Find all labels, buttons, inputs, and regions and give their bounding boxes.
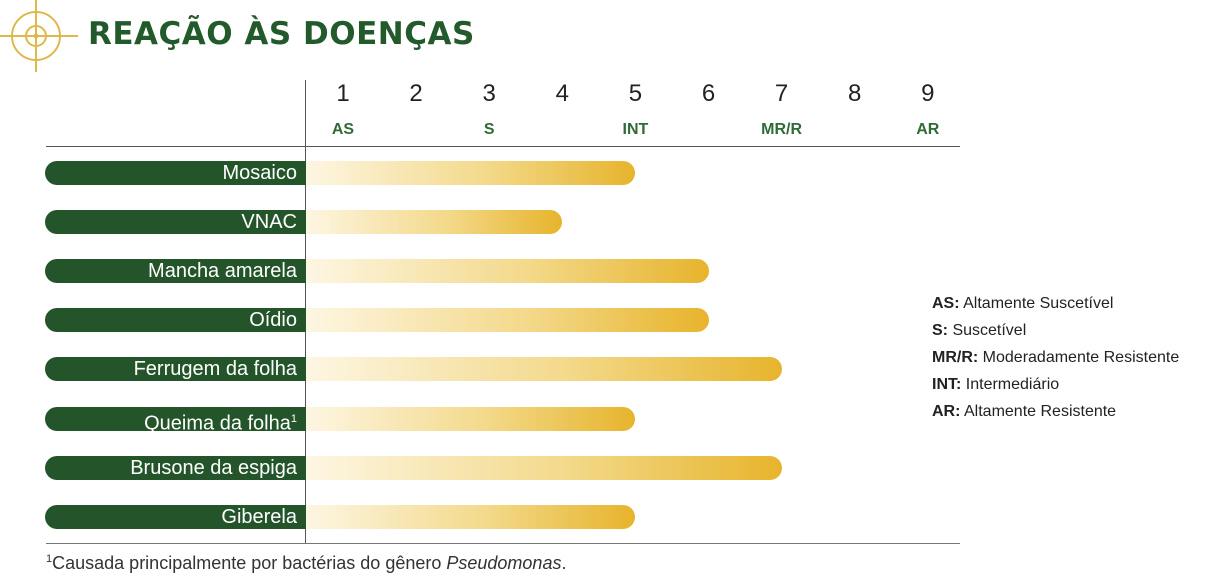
chart-title: REAÇÃO ÀS DOENÇAS: [88, 16, 475, 52]
bar-row: Mosaico: [0, 161, 1206, 185]
category-label-text: Mancha amarela: [148, 260, 297, 283]
bar-row: Giberela: [0, 504, 1206, 529]
legend-item: AS: Altamente Suscetível: [932, 290, 1179, 317]
footnote-genus: Pseudomonas: [446, 553, 562, 573]
tick-label-2: 2: [409, 80, 423, 107]
bar: [306, 259, 709, 284]
tick-label-5: 5: [628, 80, 643, 107]
tick-label-6: 6: [701, 80, 716, 107]
bar: [306, 455, 782, 480]
footnote-marker: 1: [46, 553, 53, 565]
footnote-end: .: [561, 553, 567, 573]
category-label: Oídio: [45, 308, 320, 333]
bar-row: VNAC: [0, 210, 1206, 235]
scale-category-s: S: [483, 121, 495, 138]
category-label-text: Mosaico: [222, 162, 297, 184]
tick-label-9: 9: [921, 80, 935, 107]
category-label-text: Oídio: [249, 309, 297, 332]
legend-abbr: AS:: [932, 295, 960, 312]
legend-item: S: Suscetível: [932, 317, 1179, 344]
footnote: 1Causada principalmente por bactérias do…: [46, 553, 566, 574]
bar: [306, 161, 636, 185]
category-label: Mosaico: [45, 161, 320, 185]
legend-text: Intermediário: [961, 376, 1060, 393]
bar-row: Mancha amarela: [0, 259, 1206, 284]
legend-item: MR/R: Moderadamente Resistente: [932, 344, 1179, 371]
category-label-text: VNAC: [241, 211, 297, 234]
footnote-marker: 1: [290, 412, 297, 425]
scale-category-ar: AR: [916, 121, 940, 138]
bar: [306, 406, 636, 431]
category-label: Brusone da espiga: [45, 455, 320, 480]
tick-label-3: 3: [482, 80, 496, 107]
legend-abbr: AR:: [932, 403, 961, 420]
tick-label-8: 8: [848, 80, 862, 107]
legend-abbr: INT:: [932, 376, 962, 393]
bar-row: Queima da folha1: [0, 406, 1206, 435]
bar-row: Brusone da espiga: [0, 455, 1206, 480]
legend-abbr: S:: [932, 322, 948, 339]
tick-label-4: 4: [555, 80, 569, 107]
tick-label-1: 1: [336, 80, 350, 107]
header-divider: [46, 146, 960, 147]
category-label: Ferrugem da folha: [45, 357, 320, 382]
legend: AS: Altamente Suscetível S: Suscetível MR/…: [932, 290, 1179, 425]
scale-category-mr-r: MR/R: [761, 121, 803, 138]
target-icon: [0, 0, 78, 72]
bar: [306, 308, 709, 333]
footer-divider: [46, 543, 960, 544]
bar-row: Oídio: [0, 308, 1206, 333]
legend-text: Altamente Resistente: [960, 403, 1117, 420]
bar: [306, 210, 563, 235]
legend-text: Suscetível: [948, 322, 1027, 339]
category-label-text: Giberela: [221, 505, 297, 528]
category-label-text: Brusone da espiga: [130, 456, 297, 479]
tick-label-7: 7: [774, 80, 789, 107]
legend-item: AR: Altamente Resistente: [932, 398, 1179, 425]
legend-text: Moderadamente Resistente: [978, 349, 1180, 366]
bar: [306, 504, 636, 529]
category-label: Queima da folha1: [45, 406, 320, 435]
scale-category-int: INT: [622, 121, 649, 138]
scale-category-as: AS: [331, 121, 355, 138]
legend-item: INT: Intermediário: [932, 371, 1179, 398]
category-label: VNAC: [45, 210, 320, 235]
footnote-text: Causada principalmente por bactérias do …: [52, 553, 447, 573]
bar: [306, 357, 782, 382]
category-label: Mancha amarela: [45, 259, 320, 284]
category-label-text: Queima da folha: [144, 412, 291, 435]
category-label: Giberela: [45, 504, 320, 529]
category-label-text: Ferrugem da folha: [133, 358, 297, 381]
legend-text: Altamente Suscetível: [959, 295, 1114, 312]
bar-row: Ferrugem da folha: [0, 357, 1206, 382]
legend-abbr: MR/R:: [932, 349, 979, 366]
